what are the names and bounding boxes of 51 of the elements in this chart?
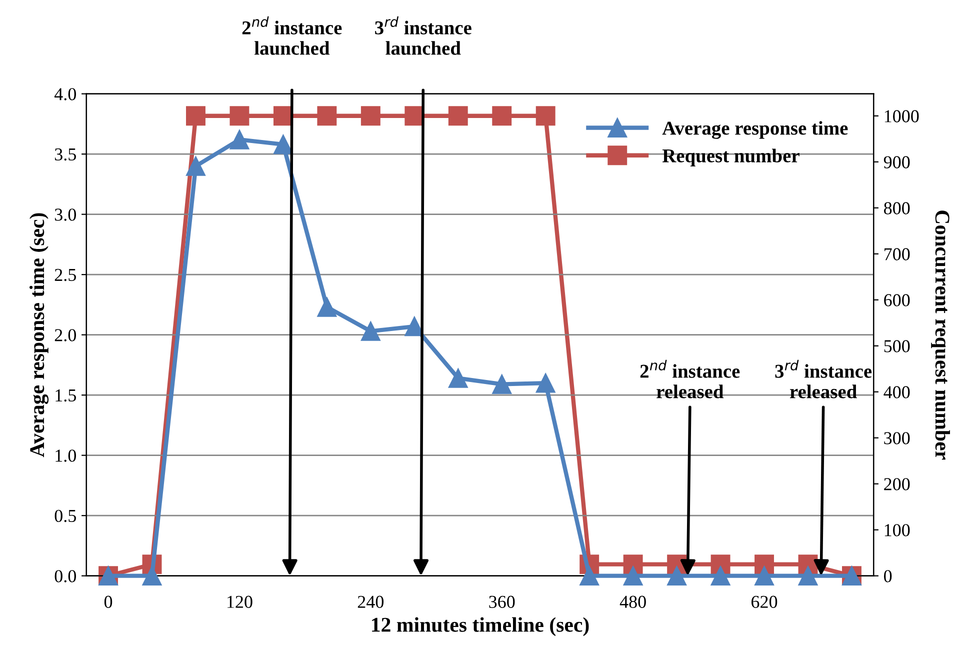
point <box>142 566 162 586</box>
text: 3$^{rd}$ instance launched <box>375 16 472 55</box>
y-tick-label: 4.0 <box>54 88 76 100</box>
point <box>667 566 687 586</box>
point <box>273 134 293 154</box>
point <box>317 297 337 317</box>
y2-tick-label: 300 <box>884 432 910 444</box>
x-tick-label: 620 <box>752 596 778 608</box>
point <box>448 368 468 388</box>
y-tick-label: 3.0 <box>54 208 76 221</box>
y2-tick-label: 0 <box>884 570 892 582</box>
y-tick-label: 2.0 <box>54 329 76 342</box>
point <box>404 316 424 336</box>
annotation: 3$^{rd}$ instance released <box>775 360 872 398</box>
x-tick-label: 0 <box>104 596 112 608</box>
point <box>754 566 774 586</box>
point <box>230 130 250 150</box>
y2-tick-label: 400 <box>884 386 910 398</box>
y2-tick-label: 900 <box>884 156 910 168</box>
x-axis-title: 12 minutes timeline (sec) <box>372 617 589 636</box>
y-tick-label: 0.0 <box>54 570 76 582</box>
x-tick-label: 480 <box>620 596 646 608</box>
legend-label: Request number <box>662 148 800 166</box>
y-tick-label: 1.5 <box>56 389 76 402</box>
x-tick-label: 240 <box>358 596 384 608</box>
y2-tick-label: 800 <box>884 202 910 214</box>
y2-axis-title: Concurrent request number <box>931 210 950 460</box>
y2-tick-label: 700 <box>884 248 910 260</box>
annotation: 2$^{nd}$ instance released <box>640 360 740 398</box>
point <box>360 321 380 341</box>
x-tick-label: 120 <box>228 596 252 608</box>
y2-tick-label: 500 <box>884 340 910 352</box>
y-axis-title: Average response time (sec) <box>29 213 49 458</box>
y2-tick-label: 1000 <box>884 110 919 122</box>
point <box>580 566 600 586</box>
legend-label: Average response time <box>662 121 848 139</box>
point <box>536 373 556 393</box>
y-tick-label: 3.5 <box>54 148 76 161</box>
text: 2$^{nd}$ instance launched <box>242 16 342 55</box>
point <box>798 566 818 586</box>
y2-tick-label: 100 <box>884 524 910 536</box>
y2-tick-label: 600 <box>884 294 910 306</box>
point <box>186 156 206 176</box>
y2-tick-label: 200 <box>884 478 910 490</box>
point <box>492 374 512 394</box>
point <box>623 566 643 586</box>
x-tick-label: 360 <box>489 596 515 608</box>
y-tick-label: 1.0 <box>56 450 76 462</box>
y-tick-label: 0.5 <box>54 510 76 522</box>
point <box>710 566 730 586</box>
y-tick-label: 2.5 <box>54 268 76 282</box>
